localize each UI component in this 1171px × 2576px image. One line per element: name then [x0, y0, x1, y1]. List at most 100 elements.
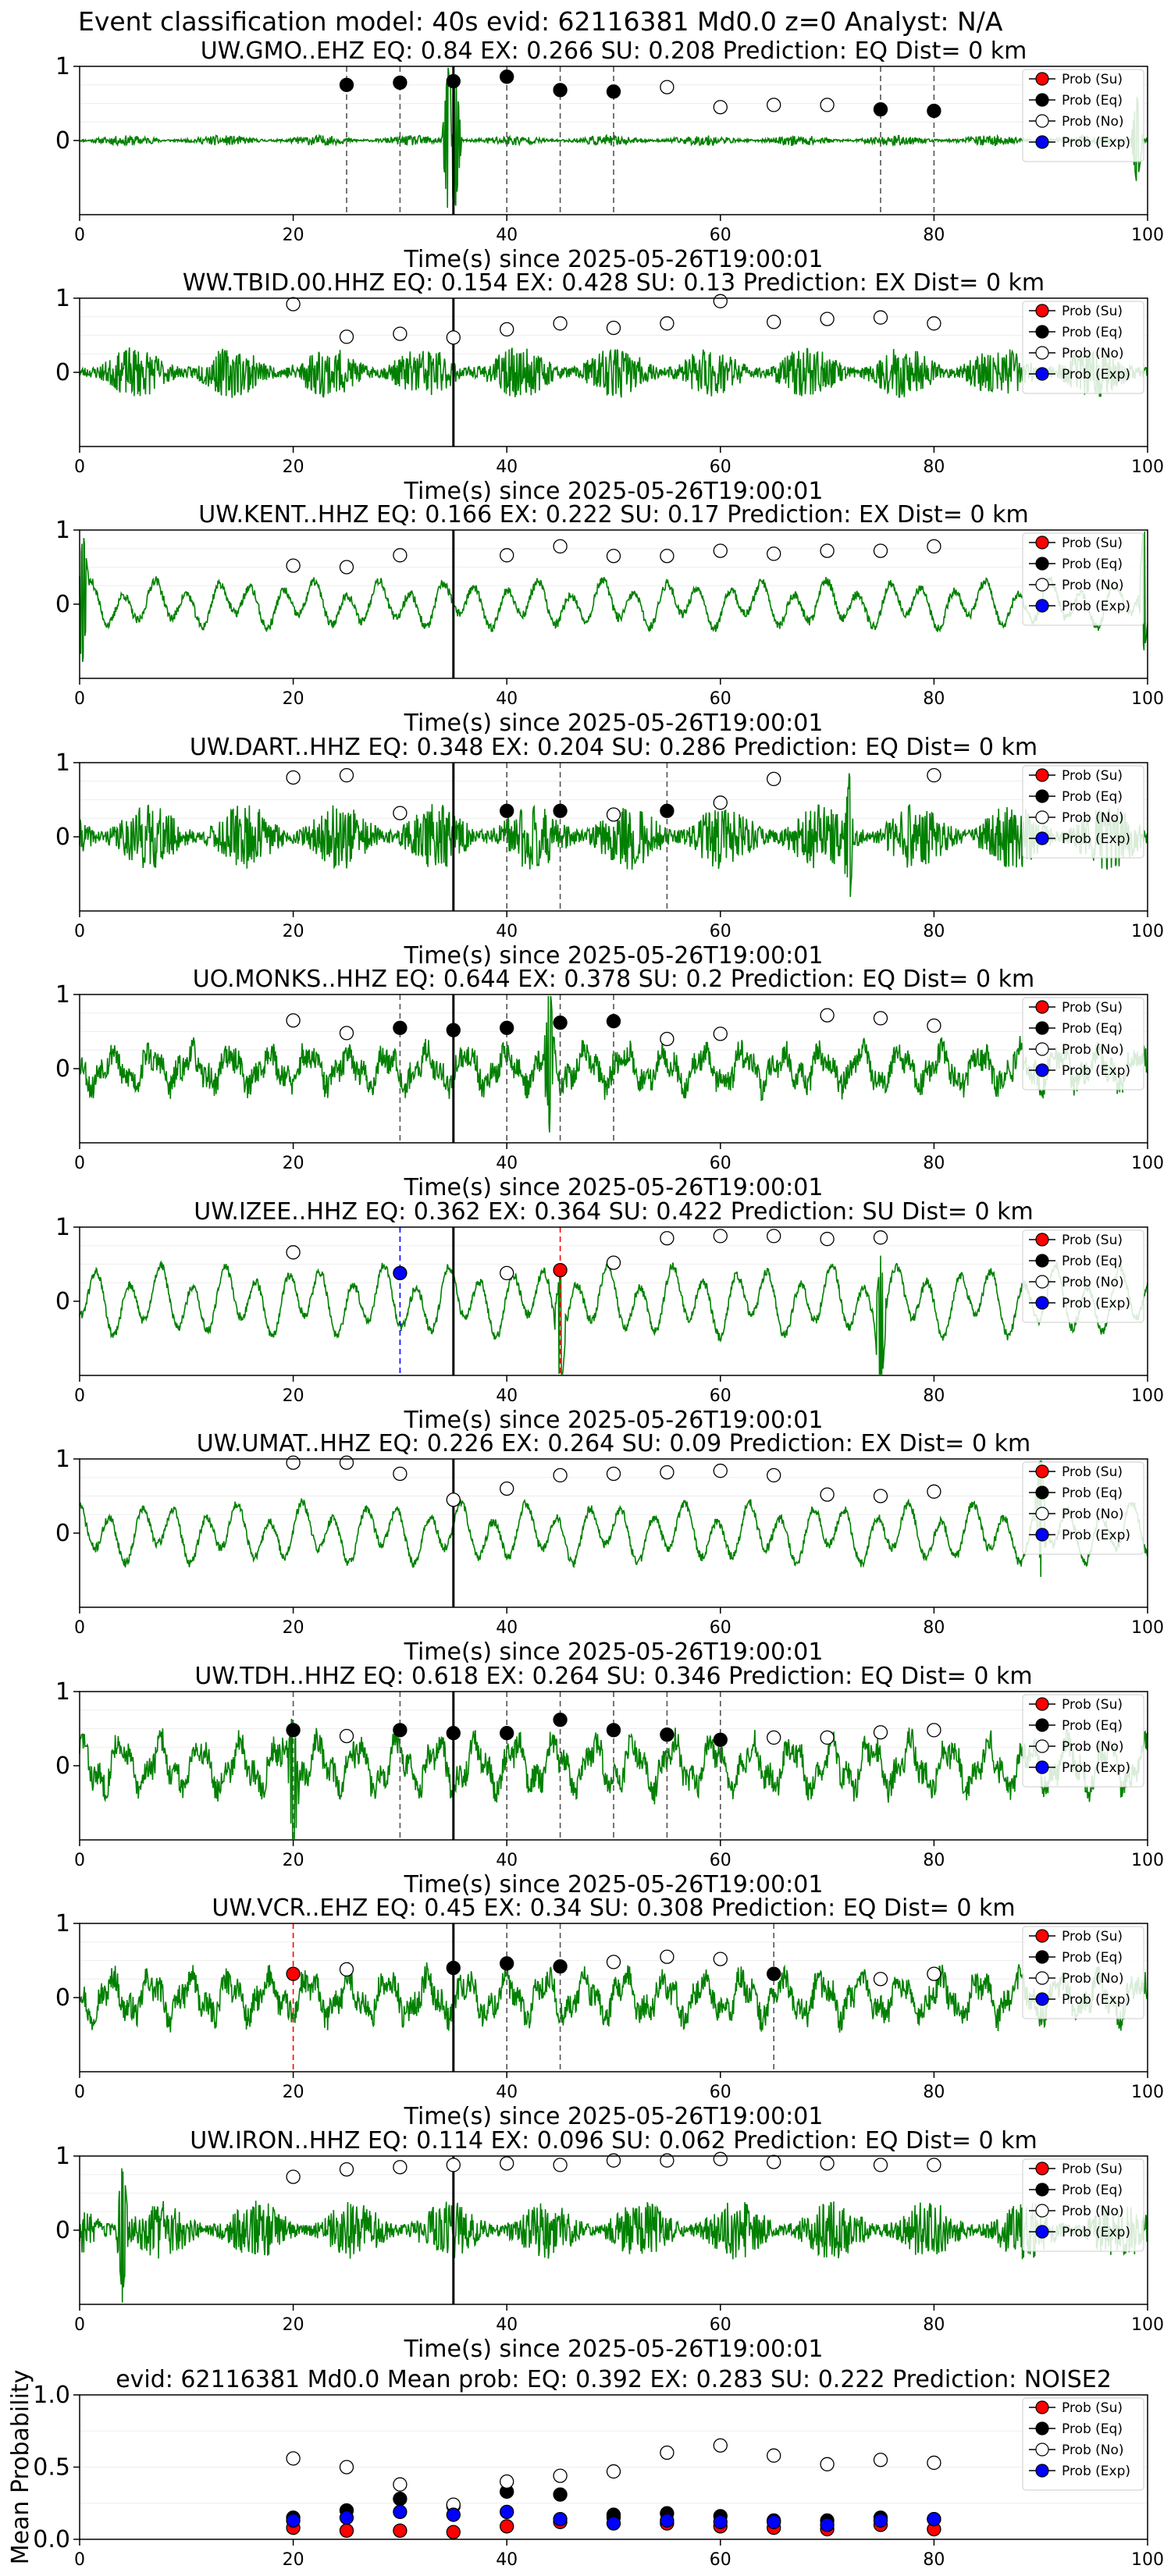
legend-label-exp: Prob (Exp) [1062, 2464, 1130, 2479]
legend-label-su: Prob (Su) [1062, 2161, 1123, 2177]
legend-label-eq: Prob (Eq) [1062, 325, 1123, 340]
prob-point-eq [500, 1956, 514, 1971]
x-axis-label: Time(s) since 2025-05-26T19:00:01 [404, 942, 824, 970]
legend-marker-eq [1035, 557, 1049, 571]
prob-point-eq [393, 1020, 408, 1035]
prob-point-eq [606, 1014, 621, 1029]
legend: Prob (Su) Prob (Eq) Prob (No) Prob (Exp) [1022, 532, 1144, 626]
y-axis-label: Mean Probability [7, 2370, 34, 2565]
legend-marker-su [1035, 1697, 1049, 1711]
figure-title: Event classification model: 40s evid: 62… [78, 6, 1003, 37]
legend-label-exp: Prob (Exp) [1062, 1760, 1130, 1776]
prob-point-no [660, 1949, 674, 1964]
legend-label-exp: Prob (Exp) [1062, 367, 1130, 382]
x-tick-label: 20 [283, 1618, 304, 1638]
prob-point-no [500, 1265, 514, 1281]
prob-point-no [339, 560, 354, 575]
x-tick-label: 80 [923, 1386, 945, 1406]
x-tick-label: 80 [923, 2315, 945, 2335]
prob-point-no [713, 543, 728, 558]
mean-point-no [660, 2445, 674, 2460]
prob-point-no [927, 2158, 941, 2172]
prob-point-no [286, 558, 301, 573]
x-tick-label: 0 [74, 922, 85, 941]
prob-point-no [873, 1972, 888, 1987]
legend-marker-exp [1035, 1760, 1049, 1774]
panel-1: UW.GMO..EHZ EQ: 0.84 EX: 0.266 SU: 0.208… [55, 37, 1164, 273]
x-tick-label: 0 [74, 1851, 85, 1870]
legend-marker-no [1035, 114, 1049, 128]
legend-label-eq: Prob (Eq) [1062, 557, 1123, 572]
x-tick-label: 100 [1131, 1154, 1164, 1173]
mean-point-su [339, 2523, 354, 2539]
y-tick-label: 0 [55, 1752, 70, 1780]
x-tick-label: 0 [74, 2550, 85, 2570]
y-tick-label: 1 [55, 749, 70, 777]
legend-marker-no [1035, 346, 1049, 360]
y-tick-label: 1 [55, 517, 70, 544]
x-tick-label: 60 [710, 2083, 731, 2102]
prob-point-no [393, 2160, 408, 2175]
prob-point-eq [393, 1723, 408, 1738]
prob-point-no [927, 1723, 941, 1738]
prob-point-no [286, 297, 301, 311]
legend-label-eq: Prob (Eq) [1062, 1485, 1123, 1501]
x-tick-label: 40 [496, 689, 518, 709]
mean-point-eq [393, 2492, 408, 2507]
prob-point-eq [553, 1712, 568, 1727]
prob-point-su [286, 1966, 301, 1981]
x-tick-label: 60 [710, 922, 731, 941]
prob-point-no [606, 1255, 621, 1270]
legend: Prob (Su) Prob (Eq) Prob (No) Prob (Exp) [1022, 2158, 1144, 2252]
x-tick-label: 0 [74, 457, 85, 477]
panel-title: UO.MONKS..HHZ EQ: 0.644 EX: 0.378 SU: 0.… [193, 966, 1034, 993]
prob-point-no [286, 770, 301, 785]
y-tick-label: 0 [55, 1055, 70, 1083]
prob-point-exp [393, 1265, 408, 1281]
y-tick-label: 0 [55, 1520, 70, 1547]
prob-point-no [286, 1455, 301, 1470]
y-tick-label: 1 [55, 285, 70, 312]
legend: Prob (Su) Prob (Eq) Prob (No) Prob (Exp) [1022, 2397, 1144, 2491]
legend-marker-su [1035, 1464, 1049, 1478]
prob-point-no [446, 330, 461, 345]
prob-point-eq [500, 1726, 514, 1741]
prob-point-no [286, 2169, 301, 2184]
waveform-trace [79, 1718, 1148, 1839]
x-tick-label: 20 [283, 922, 304, 941]
legend-box [1022, 301, 1144, 394]
prob-point-no [767, 1730, 781, 1745]
x-axis-label: Time(s) since 2025-05-26T19:00:01 [404, 478, 824, 505]
prob-point-eq [660, 803, 674, 818]
legend-marker-no [1035, 578, 1049, 592]
prob-point-no [339, 1728, 354, 1744]
x-tick-label: 40 [496, 1154, 518, 1173]
legend-label-eq: Prob (Eq) [1062, 1021, 1123, 1037]
legend-label-su: Prob (Su) [1062, 1697, 1123, 1713]
panel-2: WW.TBID.00.HHZ EQ: 0.154 EX: 0.428 SU: 0… [55, 269, 1164, 505]
mean-point-no [713, 2438, 728, 2453]
prob-point-no [820, 2156, 835, 2171]
mean-point-eq [553, 2487, 568, 2502]
prob-point-eq [339, 77, 354, 92]
legend-label-eq: Prob (Eq) [1062, 1254, 1123, 1269]
x-axis-label: Time(s) since 2025-05-26T19:00:01 [404, 2336, 824, 2363]
legend-marker-no [1035, 1275, 1049, 1289]
legend-box [1022, 1926, 1144, 2019]
prob-point-no [767, 98, 781, 112]
panel-title: UW.KENT..HHZ EQ: 0.166 EX: 0.222 SU: 0.1… [198, 501, 1028, 528]
x-tick-label: 100 [1131, 2315, 1164, 2335]
waveform-trace [79, 531, 1148, 663]
prob-point-no [767, 2154, 781, 2169]
x-tick-label: 80 [923, 689, 945, 709]
prob-point-no [873, 1489, 888, 1503]
prob-point-no [606, 807, 621, 822]
prob-point-no [713, 2151, 728, 2166]
x-tick-label: 60 [710, 457, 731, 477]
prob-point-eq [873, 101, 888, 117]
prob-point-no [873, 310, 888, 325]
mean-point-su [393, 2523, 408, 2539]
legend-marker-no [1035, 1971, 1049, 1985]
x-tick-label: 100 [1131, 922, 1164, 941]
prob-point-eq [446, 1726, 461, 1741]
